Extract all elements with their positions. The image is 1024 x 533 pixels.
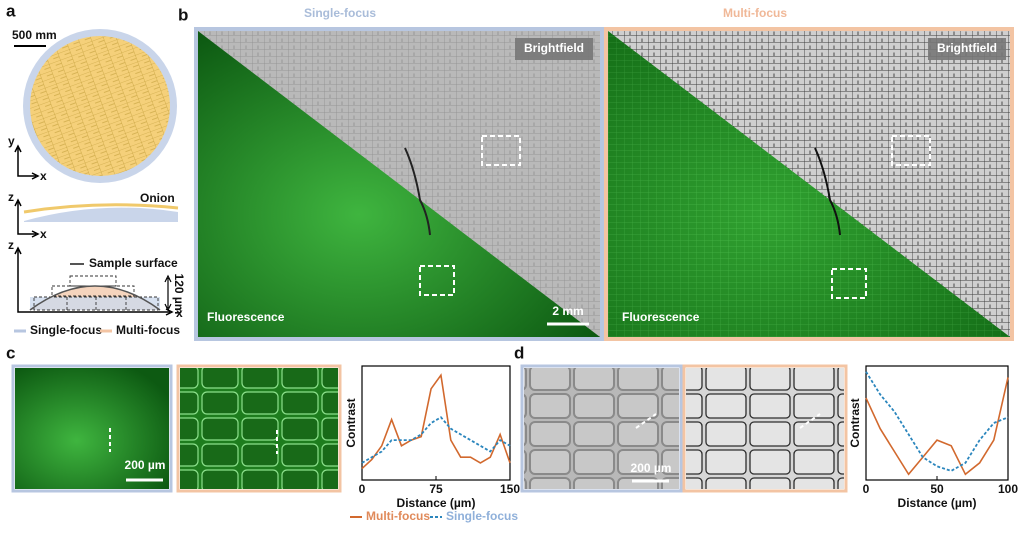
onion-sample xyxy=(30,36,170,176)
onion-surface xyxy=(23,203,179,214)
image-label: Brightfield xyxy=(524,41,584,55)
plot-frame xyxy=(361,365,511,481)
surface-curve xyxy=(29,285,161,311)
image-label: Brightfield xyxy=(937,41,997,55)
depth-arrow xyxy=(164,274,172,312)
line-series xyxy=(865,371,1009,472)
legend-text: Single-focus xyxy=(30,323,102,337)
label-box xyxy=(515,38,593,60)
panel-label: b xyxy=(178,5,188,24)
scale-label: 200 µm xyxy=(631,461,672,475)
fluorescence-image xyxy=(198,31,600,337)
image-frame xyxy=(194,27,604,341)
x-tick-label: 0 xyxy=(863,482,870,496)
x-tick-label: 0 xyxy=(359,482,366,496)
fluorescence-crop xyxy=(15,368,169,489)
scale-label: 500 mm xyxy=(12,28,57,42)
line-series xyxy=(361,373,511,470)
axes-icon xyxy=(14,144,174,316)
fluorescence-glow xyxy=(608,31,1010,337)
axis-label: x xyxy=(40,169,47,183)
x-axis-label: Distance (µm) xyxy=(397,496,476,510)
image-frame xyxy=(176,364,342,493)
legend-text: Multi-focus xyxy=(116,323,180,337)
crack xyxy=(814,147,841,236)
panel-title: Multi-focus xyxy=(723,6,787,20)
plot-frame xyxy=(865,365,1009,481)
x-tick-label: 100 xyxy=(998,482,1018,496)
brightfield-crop xyxy=(524,368,679,489)
panel-title: Single-focus xyxy=(304,6,376,20)
panel-label: a xyxy=(6,1,16,20)
crack xyxy=(404,147,431,236)
axis-label: y xyxy=(8,134,15,148)
line-series xyxy=(361,416,511,464)
legend-text: Multi-focus xyxy=(366,509,430,523)
axis-label: x xyxy=(40,227,47,241)
x-tick-label: 150 xyxy=(500,482,520,496)
panel-label: d xyxy=(514,343,524,362)
focus-boxes xyxy=(33,275,159,311)
image-frame xyxy=(11,364,173,493)
axis-label: z xyxy=(8,238,14,252)
x-tick-label: 50 xyxy=(930,482,944,496)
line-series xyxy=(865,377,1009,476)
roi-boxes xyxy=(419,135,931,299)
image-label: Fluorescence xyxy=(207,310,285,324)
brightfield-crop xyxy=(686,368,844,489)
y-axis-label: Contrast xyxy=(848,398,862,447)
panel-label: c xyxy=(6,343,15,362)
image-frame xyxy=(682,364,848,493)
scale-label: 200 µm xyxy=(125,458,166,472)
x-tick-label: 75 xyxy=(429,482,443,496)
legend-text: Sample surface xyxy=(89,256,178,270)
axis-label: z xyxy=(8,190,14,204)
image-frame xyxy=(520,364,683,493)
scale-label: 2 mm xyxy=(552,304,583,318)
label-box xyxy=(928,38,1006,60)
onion-slab xyxy=(24,207,178,222)
onion-label: Onion xyxy=(140,191,175,205)
y-axis-label: Contrast xyxy=(344,398,358,447)
x-axis-label: Distance (µm) xyxy=(898,496,977,510)
image-label: Fluorescence xyxy=(622,310,700,324)
image-frame xyxy=(604,27,1014,341)
legend-text: Single-focus xyxy=(446,509,518,523)
single-focus-layer xyxy=(30,297,160,310)
axis-label: x xyxy=(176,306,183,320)
depth-label: 120 µm xyxy=(172,274,186,315)
fluorescence-crop xyxy=(180,368,338,489)
